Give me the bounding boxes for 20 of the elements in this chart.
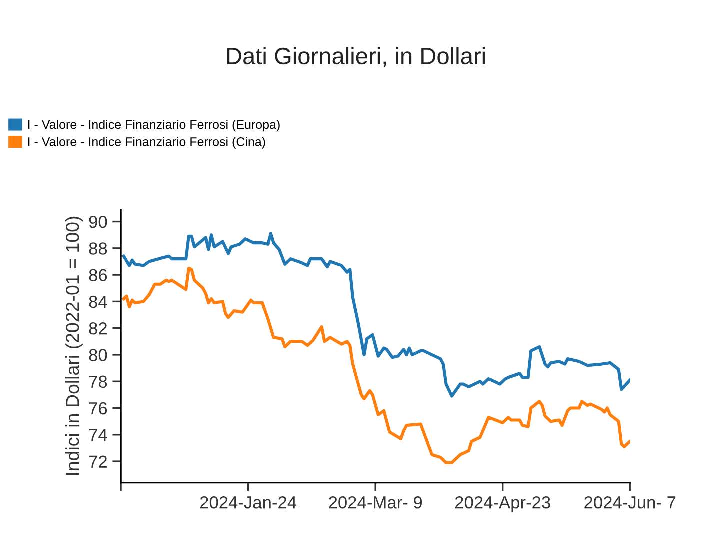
legend-label: I - Valore - Indice Finanziario Ferrosi (Europa) <box>28 120 280 132</box>
y-tick-label: 82 <box>89 322 107 335</box>
y-tick-label: 78 <box>89 376 108 388</box>
x-tick-label: 2024-Jan-24 <box>200 496 297 509</box>
y-tick-label: 76 <box>89 402 108 415</box>
y-tick-label: 90 <box>89 216 108 228</box>
y-tick-label: 86 <box>89 269 108 282</box>
y-tick-label: 80 <box>89 349 108 362</box>
y-tick-label: 74 <box>89 429 108 442</box>
x-tick-label: 2024-Mar- 9 <box>329 496 422 509</box>
y-tick-label: 72 <box>89 456 107 468</box>
line-series <box>122 266 630 464</box>
chart-title: Dati Giornalieri, in Dollari <box>227 47 485 68</box>
x-tick-label: 2024-Apr-23 <box>455 496 550 512</box>
x-tick-label: 2024-Jun- 7 <box>584 496 676 509</box>
legend-label: I - Valore - Indice Finanziario Ferrosi (Cina) <box>28 137 266 149</box>
y-tick-label: 84 <box>89 296 108 308</box>
y-tick-label: 88 <box>89 242 108 255</box>
y-axis-title: Indici in Dollari (2022-01 = 100) <box>66 216 83 476</box>
line-series <box>122 232 630 398</box>
